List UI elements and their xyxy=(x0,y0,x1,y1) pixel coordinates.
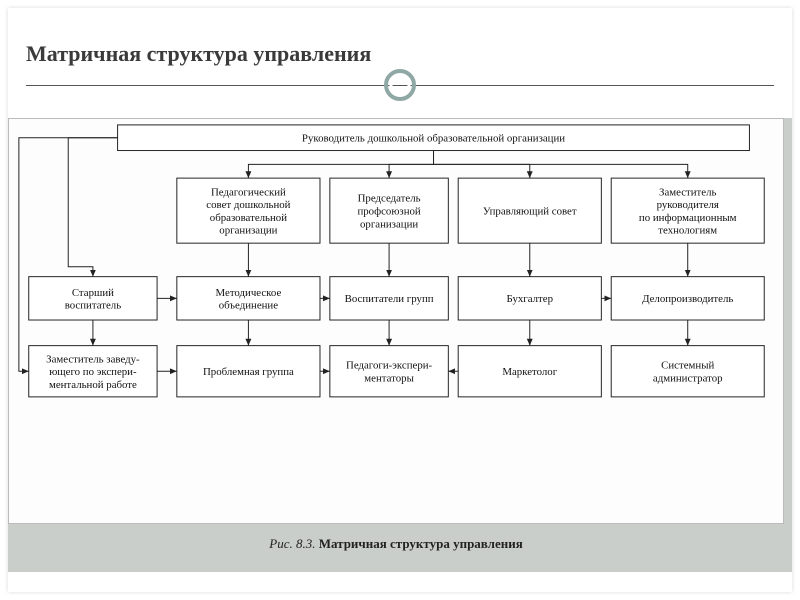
org-node-r2c5: Делопроизводитель xyxy=(611,277,764,320)
org-node-label: организации xyxy=(219,225,277,237)
org-node-label: Маркетолог xyxy=(502,366,557,378)
caption-bold: Матричная структура управления xyxy=(319,536,523,551)
org-node-r1c2: Педагогическийсовет дошкольнойобразовате… xyxy=(177,178,320,243)
figure-caption: Рис. 8.3. Матричная структура управления xyxy=(8,536,784,552)
org-node-label: Педагоги-экспери- xyxy=(346,360,433,372)
org-node-r3c2: Проблемная группа xyxy=(177,346,320,397)
org-node-label: ментаторы xyxy=(364,373,414,385)
org-node-label: организации xyxy=(360,218,418,230)
org-node-label: Бухгалтер xyxy=(507,293,554,305)
title-bar: Матричная структура управления xyxy=(26,22,774,86)
ring-ornament-icon xyxy=(382,67,418,103)
org-node-label: Председатель xyxy=(358,193,421,205)
org-node-r2c4: Бухгалтер xyxy=(458,277,601,320)
org-node-label: Управляющий совет xyxy=(483,205,577,217)
org-node-r3c5: Системныйадминистратор xyxy=(611,346,764,397)
slide-title: Матричная структура управления xyxy=(26,41,371,67)
org-node-r2c3: Воспитатели групп xyxy=(330,277,448,320)
org-node-label: Заместитель заведу- xyxy=(46,353,140,365)
org-node-label: Педагогический xyxy=(211,186,286,198)
org-node-r1c3: Председательпрофсоюзнойорганизации xyxy=(330,178,448,243)
org-node-label: Воспитатели групп xyxy=(345,293,434,305)
org-node-r3c3: Педагоги-экспери-ментаторы xyxy=(330,346,448,397)
slide: Матричная структура управления Руководит… xyxy=(8,8,792,592)
org-node-label: совет дошкольной xyxy=(206,199,290,211)
org-node-label: Методическое xyxy=(216,287,282,299)
org-node-r3c1: Заместитель заведу-ющего по экспери-мент… xyxy=(29,346,157,397)
org-node-label: Проблемная группа xyxy=(203,366,294,378)
org-chart: Руководитель дошкольной образовательной … xyxy=(9,119,783,523)
org-node-label: технологиям xyxy=(658,225,717,237)
org-node-label: ющего по экспери- xyxy=(49,366,137,378)
org-node-label: Заместитель xyxy=(659,186,716,198)
org-node-r2c2: Методическоеобъединение xyxy=(177,277,320,320)
org-edge xyxy=(389,151,433,179)
org-node-label: Старший xyxy=(72,287,114,299)
org-node-label: Делопроизводитель xyxy=(642,293,733,305)
org-node-label: руководителя xyxy=(657,199,719,211)
org-node-r1c4: Управляющий совет xyxy=(458,178,601,243)
org-node-label: администратор xyxy=(653,373,723,385)
org-node-r1c5: Заместительруководителяпо информационным… xyxy=(611,178,764,243)
caption-prefix: Рис. 8.3. xyxy=(269,536,318,551)
org-node-label: ментальной работе xyxy=(49,379,137,391)
org-node-root: Руководитель дошкольной образовательной … xyxy=(118,125,750,151)
org-node-label: профсоюзной xyxy=(357,205,420,217)
org-edge xyxy=(68,138,117,277)
org-node-label: Руководитель дошкольной образовательной … xyxy=(302,133,565,145)
org-node-label: объединение xyxy=(219,300,278,312)
org-node-label: Системный xyxy=(661,360,714,372)
org-node-label: по информационным xyxy=(639,212,737,224)
org-node-r2c1: Старшийвоспитатель xyxy=(29,277,157,320)
org-node-label: образовательной xyxy=(210,212,287,224)
org-node-r3c4: Маркетолог xyxy=(458,346,601,397)
org-node-label: воспитатель xyxy=(65,300,122,312)
org-edge xyxy=(434,151,688,179)
diagram-panel: Руководитель дошкольной образовательной … xyxy=(8,118,784,524)
